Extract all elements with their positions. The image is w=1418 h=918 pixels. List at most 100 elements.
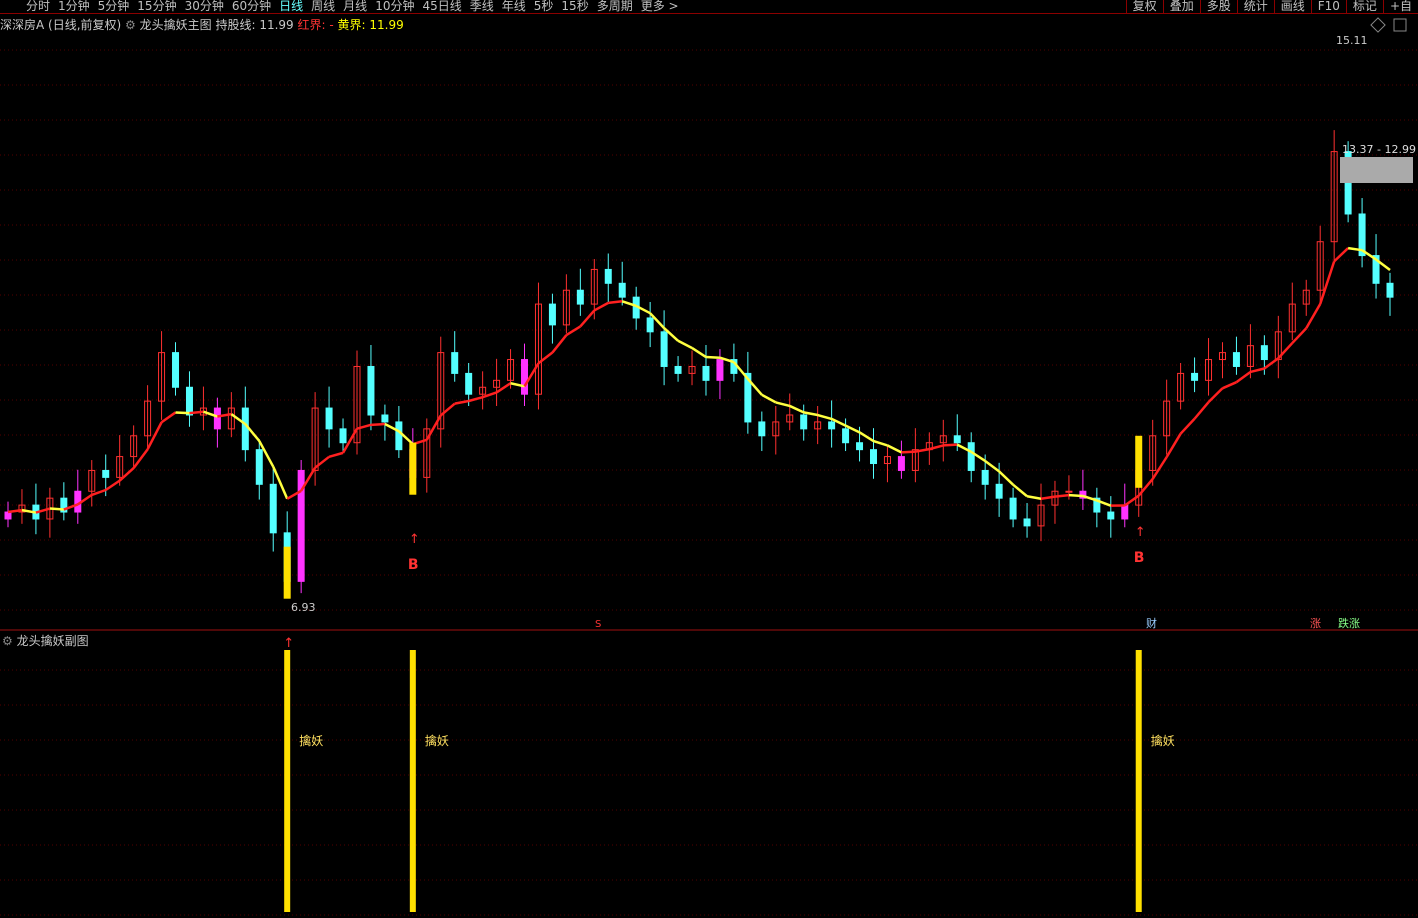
candle-body[interactable] [311,407,319,471]
candle-body[interactable] [60,497,68,513]
candle-body[interactable] [646,317,654,333]
candle-body[interactable] [674,365,682,374]
candle-body[interactable] [688,365,696,374]
candle-body[interactable] [1163,400,1171,437]
toolbar-button[interactable]: 画线 [1273,0,1311,13]
candle-body[interactable] [562,289,570,326]
candle-body[interactable] [18,504,26,513]
candle-body[interactable] [381,414,389,423]
period-tab[interactable]: 月线 [343,0,368,13]
candle-body[interactable] [297,469,305,582]
candle-body[interactable] [702,365,710,381]
period-tab[interactable]: 5分钟 [97,0,130,13]
period-tab[interactable]: 日线 [279,0,304,13]
candle-body[interactable] [465,372,473,395]
candle-body[interactable] [953,435,961,444]
candle-body[interactable] [869,449,877,465]
stock-name[interactable]: 深深房A (日线,前复权) [0,18,122,32]
period-tab[interactable]: 10分钟 [375,0,415,13]
period-tab[interactable]: 15秒 [561,0,589,13]
candle-body[interactable] [451,352,459,374]
period-tab[interactable]: 季线 [469,0,494,13]
candle-body[interactable] [1037,504,1045,527]
candle-body[interactable] [1093,497,1101,513]
candle-body[interactable] [1177,372,1185,402]
candle-body[interactable] [241,407,249,451]
candle-body[interactable] [507,359,515,381]
candle-body[interactable] [590,268,598,305]
candle-body[interactable] [130,435,138,458]
candle-body[interactable] [981,469,989,485]
candle-body[interactable] [1205,359,1213,381]
candle-body[interactable] [548,303,556,326]
toolbar-button[interactable]: 统计 [1236,0,1274,13]
candle-body[interactable] [479,386,487,395]
candle-body[interactable] [339,428,347,444]
candle-body[interactable] [744,372,752,423]
candle-body[interactable] [102,469,110,478]
candle-body[interactable] [227,407,235,430]
candle-body[interactable] [116,456,124,478]
candle-body[interactable] [828,421,836,430]
candle-body[interactable] [88,469,96,492]
candle-body[interactable] [534,303,542,395]
candle-body[interactable] [158,352,166,402]
candle-body[interactable] [786,414,794,423]
candle-body[interactable] [4,511,12,520]
candle-body[interactable] [353,365,361,444]
candle-body[interactable] [493,379,501,388]
period-tab[interactable]: 更多 > [640,0,679,13]
period-tab[interactable]: 30分钟 [184,0,224,13]
candle-body[interactable] [213,407,221,430]
rise-marker[interactable]: 涨 [1310,617,1321,630]
candle-body[interactable] [1121,504,1129,520]
indicator-name[interactable]: 龙头擒妖主图 [139,18,212,32]
settings-icon[interactable]: ⚙ [2,634,13,648]
toolbar-button[interactable]: +自 [1382,0,1418,13]
candle-body[interactable] [1218,352,1226,361]
candle-body[interactable] [604,268,612,284]
candle-body[interactable] [967,442,975,471]
candle-body[interactable] [521,359,529,395]
candle-body[interactable] [255,449,263,485]
candle-body[interactable] [1330,151,1338,243]
candle-body[interactable] [1302,289,1310,305]
toolbar-button[interactable]: 标记 [1345,0,1383,13]
period-tab[interactable]: 1分钟 [58,0,90,13]
candle-body[interactable] [144,400,152,437]
toolbar-button[interactable]: 复权 [1125,0,1163,13]
candle-body[interactable] [883,456,891,465]
sub-indicator-name[interactable]: 龙头擒妖副图 [16,634,89,648]
candle-body[interactable] [995,483,1003,499]
candle-body[interactable] [1316,241,1324,291]
period-tab[interactable]: 45日线 [422,0,462,13]
candle-body[interactable] [842,428,850,444]
candle-body[interactable] [939,435,947,444]
candle-body[interactable] [1065,490,1073,493]
candle-body[interactable] [367,365,375,416]
settings-icon[interactable]: ⚙ [125,18,136,32]
candle-body[interactable] [1358,213,1366,257]
period-tab[interactable]: 周线 [311,0,336,13]
candle-body[interactable] [856,442,864,451]
period-tab[interactable]: 15分钟 [137,0,177,13]
candle-body[interactable] [423,428,431,478]
candle-body[interactable] [618,282,626,298]
toolbar-button[interactable]: 叠加 [1162,0,1200,13]
candle-body[interactable] [911,449,919,471]
period-tab[interactable]: 多周期 [596,0,633,13]
panel-toggle-icon[interactable] [1393,18,1407,32]
period-tab[interactable]: 分时 [26,0,51,13]
candle-body[interactable] [437,352,445,430]
candle-body[interactable] [1246,345,1254,367]
period-tab[interactable]: 60分钟 [231,0,272,13]
candle-body[interactable] [1149,435,1157,471]
candle-body[interactable] [1107,511,1115,520]
finance-marker[interactable]: 财 [1146,616,1157,630]
candle-body[interactable] [716,359,724,381]
toolbar-button[interactable]: 多股 [1199,0,1237,13]
candle-body[interactable] [576,289,584,305]
candle-body[interactable] [269,483,277,534]
candle-body[interactable] [1191,372,1199,381]
